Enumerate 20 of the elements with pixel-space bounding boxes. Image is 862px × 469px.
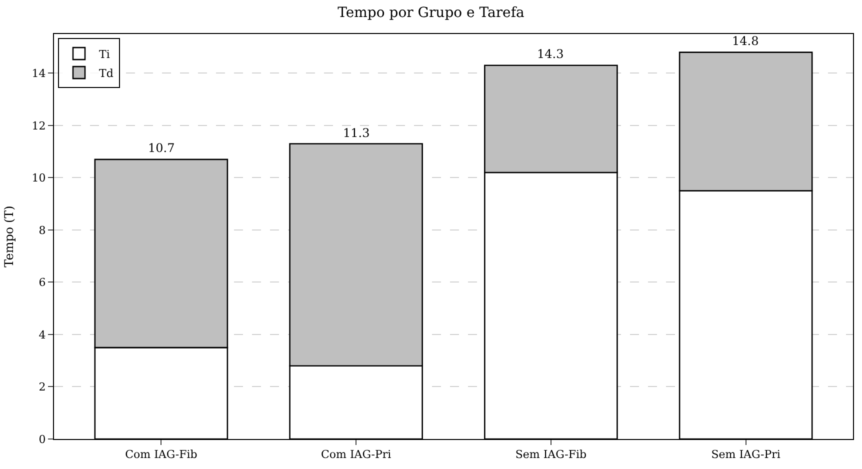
legend-label: Td [98,66,114,80]
x-tick-label: Sem IAG-Pri [711,448,781,462]
total-label: 14.3 [537,47,564,61]
y-tick-label: 12 [32,119,46,132]
total-label: 14.8 [732,34,759,48]
y-tick-label: 10 [32,172,46,185]
y-tick-label: 14 [32,67,46,80]
y-tick-label: 8 [38,224,46,237]
y-tick-label: 6 [38,276,46,290]
chart-title: Tempo por Grupo e Tarefa [338,4,524,21]
y-tick-label: 2 [38,380,46,394]
x-tick-label: Sem IAG-Fib [515,448,587,462]
x-tick-label: Com IAG-Fib [125,448,198,462]
total-label: 10.7 [148,141,175,155]
y-tick-label: 0 [38,432,46,446]
legend-label: Ti [98,48,110,61]
y-tick-label: 4 [38,328,46,342]
total-label: 11.3 [343,126,370,140]
y-axis-title: Tempo (T) [2,206,16,268]
x-tick-label: Com IAG-Pri [320,448,392,462]
